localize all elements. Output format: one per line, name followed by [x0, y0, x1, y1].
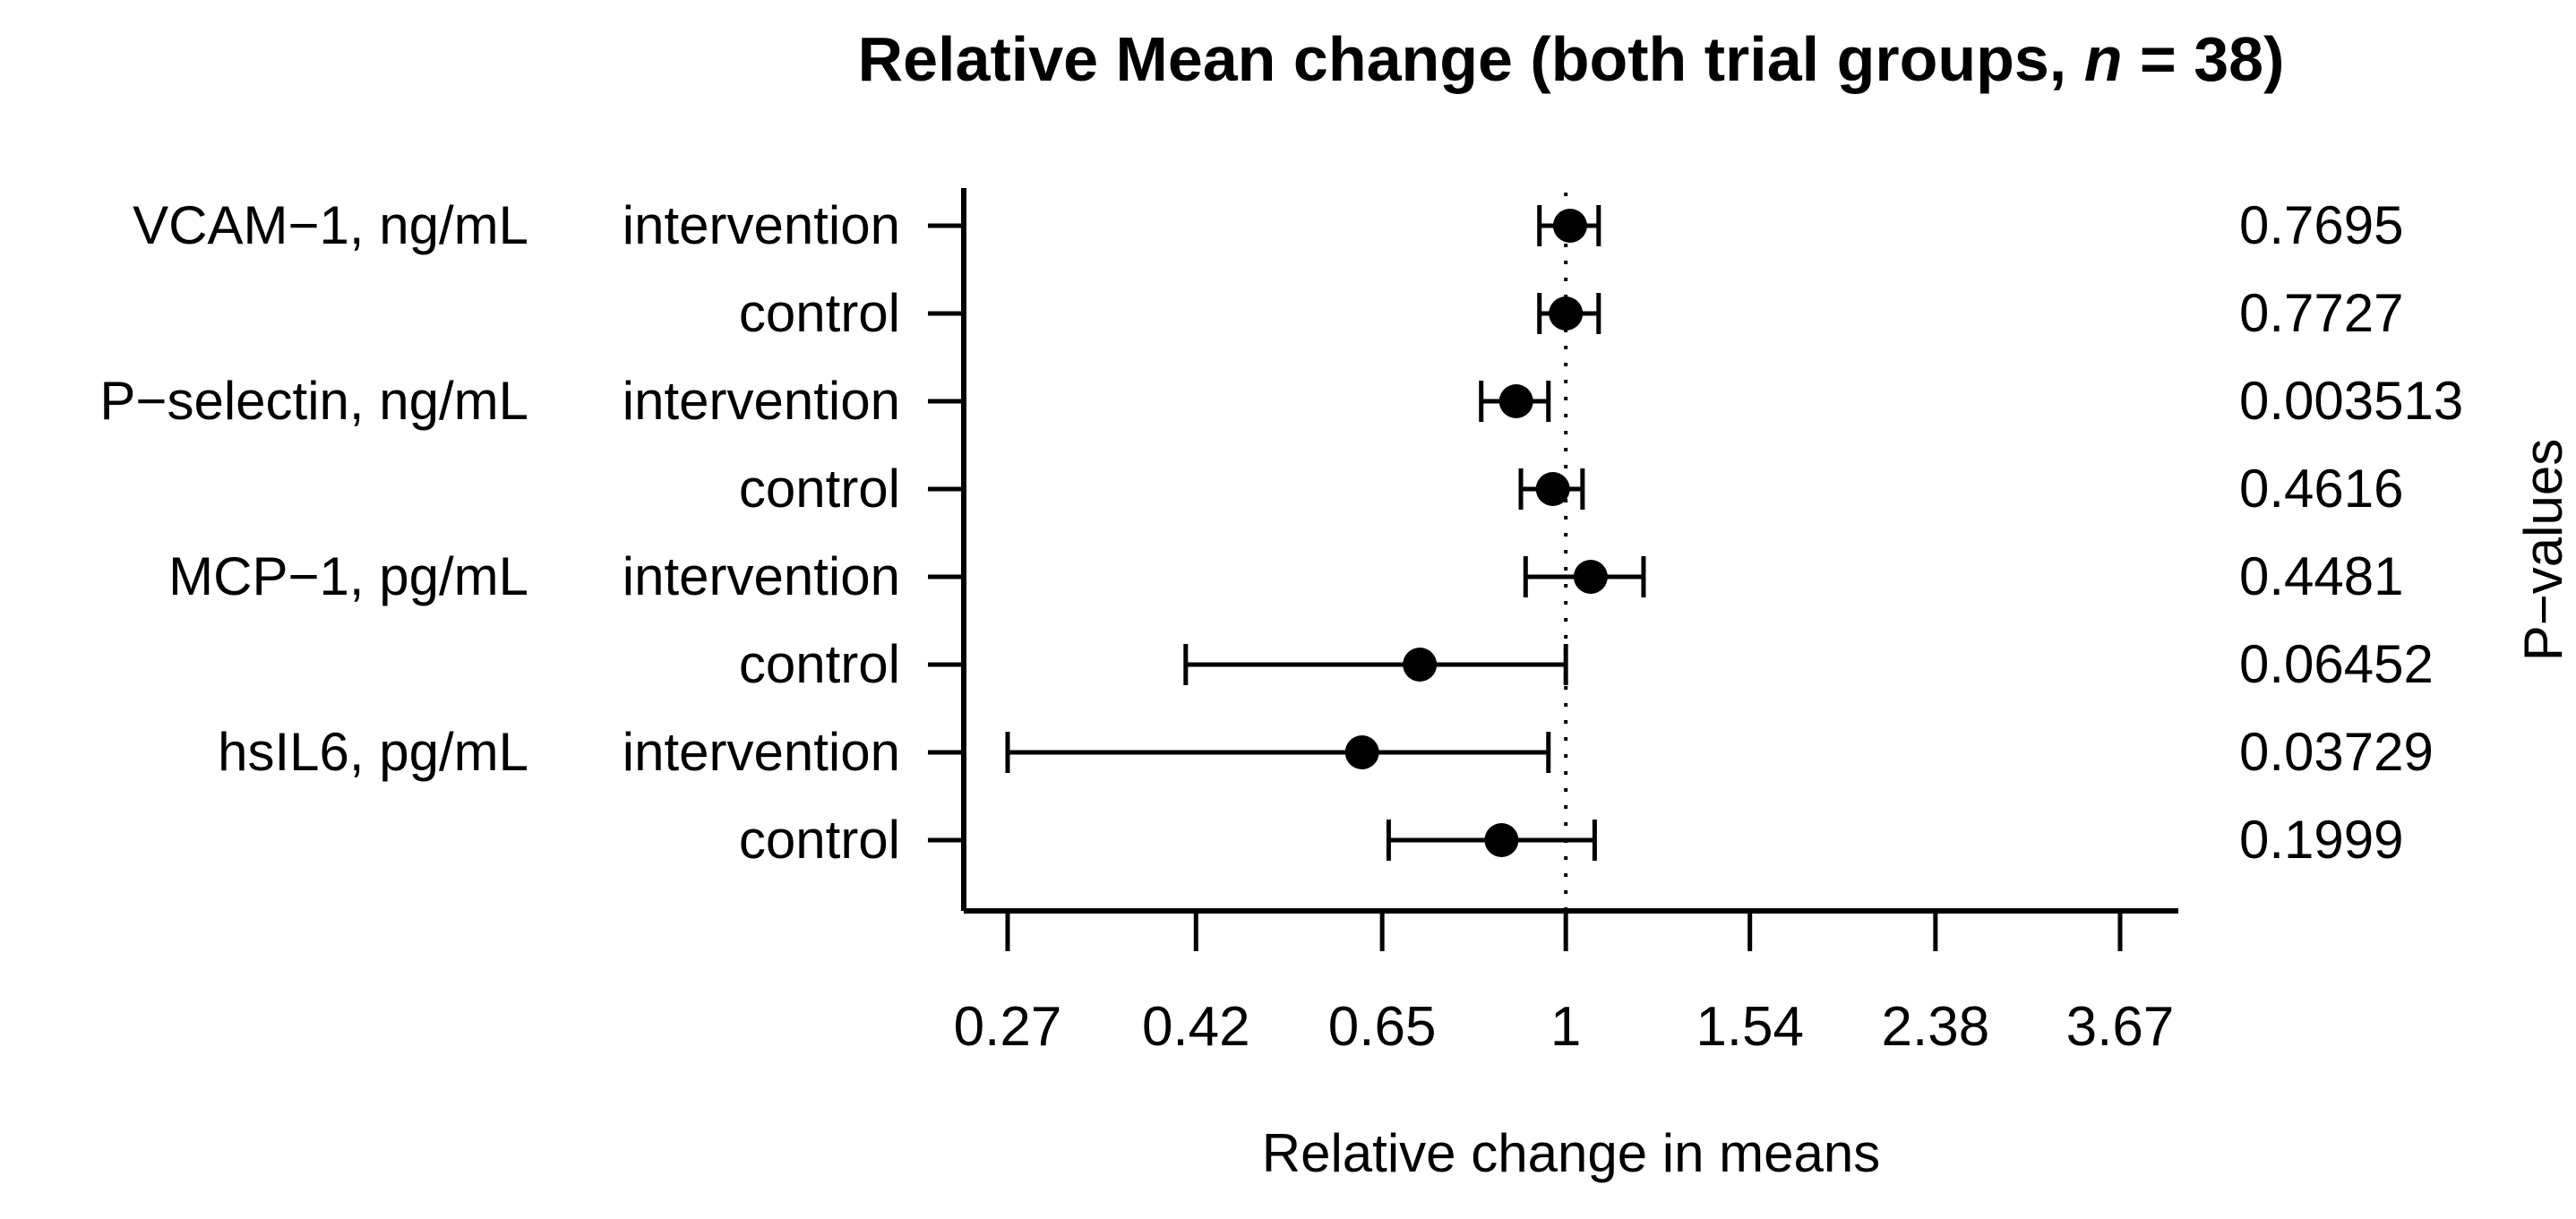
p-value: 0.4481: [2239, 546, 2404, 606]
group-label: intervention: [622, 195, 900, 255]
group-label: control: [738, 283, 900, 343]
p-value: 0.06452: [2239, 634, 2434, 694]
p-value: 0.003513: [2239, 371, 2464, 431]
group-label: control: [738, 459, 900, 519]
x-tick-label: 1: [1550, 996, 1582, 1058]
right-axis-label: P−values: [2513, 438, 2573, 662]
point-marker: [1535, 472, 1570, 506]
p-value: 0.4616: [2239, 459, 2404, 519]
biomarker-label: MCP−1, pg/mL: [168, 546, 528, 606]
chart-title-n-italic: n: [2083, 24, 2123, 94]
x-tick-label: 0.42: [1141, 996, 1250, 1058]
chart-title-prefix: Relative Mean change (both trial groups,: [857, 24, 2084, 94]
point-marker: [1484, 823, 1519, 857]
chart-title-suffix: = 38): [2122, 24, 2285, 94]
point-marker: [1573, 560, 1608, 594]
group-label: control: [738, 810, 900, 870]
biomarker-label: P−selectin, ng/mL: [99, 371, 528, 431]
point-marker: [1403, 648, 1438, 682]
group-label: control: [738, 634, 900, 694]
x-tick-label: 2.38: [1881, 996, 1990, 1058]
point-marker: [1498, 384, 1533, 418]
chart-title: Relative Mean change (both trial groups,…: [566, 16, 2576, 102]
group-label: intervention: [622, 546, 900, 606]
point-marker: [1549, 296, 1584, 331]
p-value: 0.1999: [2239, 810, 2404, 870]
group-label: intervention: [622, 722, 900, 782]
point-marker: [1552, 209, 1587, 243]
x-axis-label: Relative change in means: [1261, 1123, 1881, 1183]
point-marker: [1344, 735, 1379, 769]
biomarker-label: hsIL6, pg/mL: [218, 722, 528, 782]
biomarker-label: VCAM−1, ng/mL: [133, 195, 528, 255]
x-tick-label: 3.67: [2065, 996, 2175, 1058]
p-value: 0.03729: [2239, 722, 2434, 782]
group-label: intervention: [622, 371, 900, 431]
p-value: 0.7695: [2239, 195, 2404, 255]
x-tick-label: 0.27: [953, 996, 1062, 1058]
p-value: 0.7727: [2239, 283, 2404, 343]
x-tick-label: 0.65: [1327, 996, 1437, 1058]
x-tick-label: 1.54: [1696, 996, 1804, 1058]
